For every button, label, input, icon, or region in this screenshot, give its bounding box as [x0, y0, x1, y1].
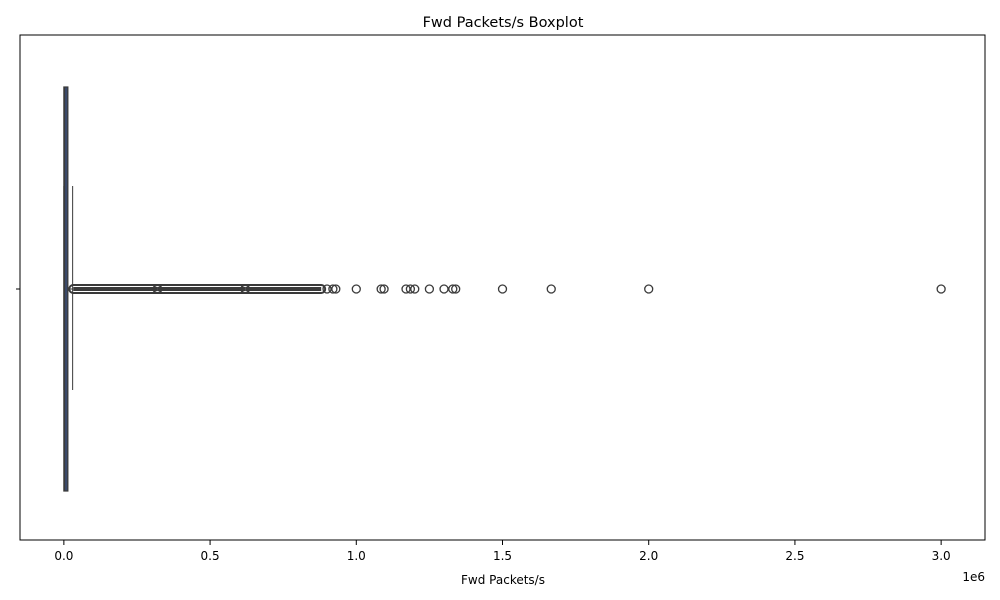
outlier-point: [546, 284, 556, 294]
x-axis-offset-label: 1e6: [962, 570, 985, 584]
outlier-point: [376, 284, 386, 294]
x-tick-label: 1.5: [493, 549, 512, 563]
outlier-point: [439, 284, 449, 294]
outlier-point: [451, 284, 461, 294]
outlier-point: [328, 284, 338, 294]
outlier-point: [401, 284, 411, 294]
outlier-point: [448, 284, 458, 294]
chart-title: Fwd Packets/s Boxplot: [423, 15, 584, 31]
outlier-point: [379, 284, 389, 294]
outlier-point: [644, 284, 654, 294]
outlier-cluster: [240, 284, 327, 294]
x-tick-label: 1.0: [347, 549, 366, 563]
outlier-point: [424, 284, 435, 294]
outlier-point: [410, 284, 420, 294]
plot-marks: [63, 86, 946, 492]
outlier-point: [936, 284, 946, 294]
x-axis-label: Fwd Packets/s: [461, 573, 545, 587]
x-tick-label: 2.5: [785, 549, 804, 563]
x-tick-label: 3.0: [932, 549, 951, 563]
x-tick-label: 0.0: [54, 549, 73, 563]
x-tick-label: 2.0: [639, 549, 658, 563]
x-axis: 0.0 0.5 1.0 1.5 2.0 2.5 3.0: [54, 540, 951, 563]
outlier-point: [405, 284, 416, 294]
outlier-point: [351, 284, 361, 294]
outlier-point: [331, 284, 341, 294]
x-tick-label: 0.5: [201, 549, 220, 563]
outlier-point: [322, 284, 332, 294]
outlier-point: [497, 284, 508, 294]
